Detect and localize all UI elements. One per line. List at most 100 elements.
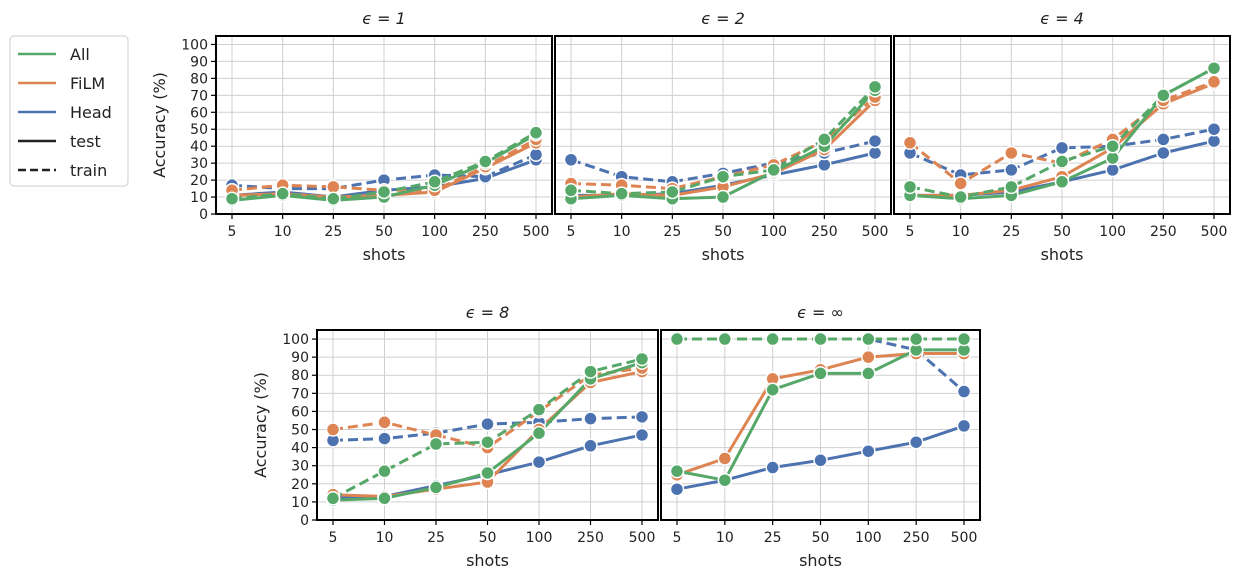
x-tick-label: 50 — [375, 224, 393, 240]
y-tick-label: 0 — [300, 513, 309, 529]
y-tick-label: 10 — [291, 495, 309, 511]
x-tick-label: 100 — [526, 530, 553, 546]
x-tick-label: 50 — [714, 224, 732, 240]
x-tick-label: 25 — [1002, 224, 1020, 240]
panel-title: ϵ = ∞ — [797, 303, 844, 322]
data-point-all-train — [669, 331, 685, 347]
data-point-head-train — [563, 152, 579, 168]
panel-title: ϵ = 1 — [362, 9, 406, 28]
data-point-head-train — [528, 147, 544, 162]
data-point-all-train — [478, 154, 493, 169]
y-tick-label: 40 — [190, 139, 208, 155]
data-point-all-train — [766, 162, 781, 178]
data-point-head-test — [1156, 145, 1171, 161]
chart-panel-3: 5 10 25 50 100 250 500 shots ϵ = 4 — [893, 9, 1231, 264]
data-point-all-train — [665, 184, 680, 200]
x-axis-label: shots — [363, 245, 406, 264]
data-point-film-test — [861, 349, 876, 365]
data-point-all-train — [717, 331, 733, 347]
data-point-film-train — [377, 415, 392, 430]
y-tick-label: 90 — [190, 54, 208, 70]
x-tick-label: 100 — [855, 530, 882, 546]
x-tick-label: 500 — [862, 224, 889, 240]
data-point-all-train — [275, 186, 290, 201]
legend-label-test: test — [70, 132, 101, 151]
chart-panel-4: 5 10 25 50 100 250 500 0 10 20 30 40 50 60 70 80 90 100 Ac… — [251, 303, 659, 570]
data-point-head-train — [634, 409, 650, 425]
data-point-all-train — [953, 189, 968, 205]
data-point-head-test — [867, 145, 883, 161]
data-point-head-test — [583, 438, 598, 454]
data-point-all-train — [1105, 138, 1120, 154]
x-tick-label: 50 — [1053, 224, 1071, 240]
y-tick-label: 30 — [291, 459, 309, 475]
x-tick-label: 500 — [629, 530, 656, 546]
x-tick-label: 100 — [421, 224, 448, 240]
data-point-film-train — [953, 176, 968, 191]
y-tick-label: 100 — [282, 332, 309, 348]
x-tick-label: 500 — [1201, 224, 1228, 240]
data-point-all-train — [908, 331, 924, 347]
data-point-head-train — [1004, 162, 1019, 178]
data-point-head-train — [867, 133, 883, 149]
data-point-head-train — [1054, 140, 1070, 156]
x-tick-label: 250 — [1150, 224, 1177, 240]
data-point-film-train — [326, 179, 341, 195]
legend-label-all: All — [70, 45, 90, 64]
x-tick-label: 25 — [427, 530, 445, 546]
data-point-all-train — [1156, 88, 1171, 103]
y-tick-label: 10 — [190, 190, 208, 206]
data-point-all-train — [427, 174, 442, 190]
x-tick-label: 25 — [324, 224, 342, 240]
data-point-all-train — [867, 79, 883, 95]
x-axis-label: shots — [799, 551, 842, 570]
data-point-all-train — [1004, 179, 1019, 195]
x-tick-label: 250 — [472, 224, 499, 240]
data-point-all-train — [480, 434, 495, 450]
legend: All FiLM Head test train — [9, 35, 129, 187]
data-point-all-test — [715, 189, 731, 205]
data-point-head-train — [480, 416, 495, 432]
x-tick-label: 10 — [613, 224, 631, 240]
data-point-all-test — [531, 425, 547, 441]
data-point-head-test — [634, 427, 650, 443]
x-tick-label: 100 — [1099, 224, 1126, 240]
y-axis-label: Accuracy (%) — [251, 372, 270, 478]
data-point-all-test — [861, 366, 876, 381]
panel-title: ϵ = 8 — [466, 303, 510, 322]
x-tick-label: 5 — [673, 530, 682, 546]
y-tick-label: 60 — [291, 404, 309, 420]
y-tick-label: 20 — [291, 477, 309, 493]
panel-title: ϵ = 4 — [1040, 9, 1084, 28]
y-tick-label: 0 — [199, 207, 208, 223]
y-tick-label: 50 — [190, 122, 208, 138]
x-tick-label: 5 — [329, 530, 338, 546]
x-tick-label: 50 — [479, 530, 497, 546]
data-point-all-train — [376, 184, 392, 200]
y-tick-label: 70 — [190, 88, 208, 104]
data-point-head-test — [817, 157, 832, 173]
y-tick-label: 20 — [190, 173, 208, 189]
x-tick-label: 250 — [577, 530, 604, 546]
panel-title: ϵ = 2 — [701, 9, 745, 28]
data-point-all-train — [326, 191, 341, 206]
y-tick-label: 80 — [190, 71, 208, 87]
data-point-all-train — [765, 331, 780, 347]
data-point-all-train — [902, 179, 918, 195]
data-point-head-train — [1206, 121, 1222, 137]
data-point-all-train — [528, 125, 544, 140]
data-point-all-train — [614, 186, 629, 201]
legend-box — [9, 35, 129, 187]
x-tick-label: 25 — [764, 530, 782, 546]
data-point-all-train — [861, 331, 876, 347]
data-point-all-train — [813, 331, 828, 347]
data-point-head-train — [1156, 132, 1171, 147]
data-point-all-test — [428, 480, 444, 495]
data-point-head-test — [861, 443, 876, 459]
x-axis-label: shots — [702, 245, 745, 264]
data-point-all-test — [813, 366, 828, 381]
y-tick-label: 70 — [291, 386, 309, 402]
data-point-all-test — [669, 463, 685, 479]
data-point-film-train — [325, 422, 341, 437]
x-tick-label: 10 — [274, 224, 292, 240]
